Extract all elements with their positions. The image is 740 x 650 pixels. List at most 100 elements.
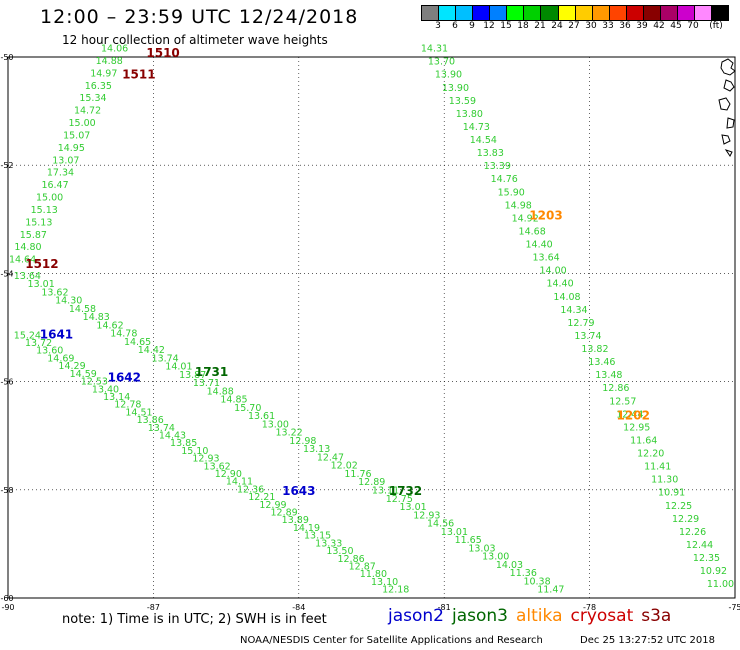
wave-height-value: 15.24 — [14, 330, 41, 341]
legend-swatch — [541, 6, 559, 20]
lon-tick-label: -81 — [438, 603, 451, 612]
lon-tick-label: -78 — [583, 603, 596, 612]
pass-labels: 1510 1511 1512 1641 1642 1731 1203 1202 1643 1732 — [25, 46, 650, 498]
wave-height-value: 10.91 — [658, 488, 685, 499]
map-grid — [7, 56, 736, 599]
wave-height-value: 12.21 — [248, 492, 275, 503]
coastline-segment — [720, 58, 736, 76]
wave-height-value: 12.90 — [215, 469, 242, 480]
wave-height-value: 12.89 — [271, 508, 298, 519]
wave-height-value: 14.95 — [58, 143, 85, 154]
wave-height-value: 12.98 — [289, 436, 316, 447]
wave-height-value: 14.56 — [427, 519, 454, 530]
wave-height-value: 14.51 — [125, 407, 152, 418]
legend-label: 30 — [585, 21, 597, 31]
page-subtitle: 12 hour collection of altimeter wave hei… — [62, 33, 328, 47]
wave-height-value: 15.13 — [25, 217, 52, 228]
legend-swatch — [643, 6, 661, 20]
wave-height-value: 13.85 — [170, 438, 197, 449]
wave-height-value: 13.70 — [428, 57, 455, 68]
satellite-name-jason3: jason3 — [452, 606, 508, 626]
legend-label: 18 — [517, 21, 529, 31]
wave-height-value: 13.00 — [262, 419, 289, 430]
legend-label: 39 — [636, 21, 648, 31]
legend-swatch — [592, 6, 610, 20]
wave-height-value: 15.10 — [181, 446, 208, 457]
wave-height-value: 13.62 — [204, 461, 231, 472]
wave-height-value: 13.48 — [595, 370, 622, 381]
wave-height-value: 15.00 — [69, 118, 96, 129]
wave-height-value: 15.13 — [31, 205, 58, 216]
wave-height-value: 14.69 — [47, 353, 74, 364]
satellite-name-jason2: jason2 — [388, 606, 444, 626]
legend-swatch — [422, 6, 440, 20]
wave-height-value: 11.47 — [537, 585, 564, 596]
wave-height-value: 12.99 — [259, 500, 286, 511]
wave-height-value: 14.83 — [83, 312, 110, 323]
coastline — [718, 58, 736, 157]
wave-height-value: 15.90 — [498, 187, 525, 198]
coastline-segment — [721, 134, 731, 145]
wave-height-value: 14.03 — [496, 560, 523, 571]
wave-height-value: 14.58 — [69, 304, 96, 315]
satellite-legend: jason2 jason3 altika cryosat s3a — [388, 606, 679, 626]
wave-height-value: 13.01 — [28, 279, 55, 290]
wave-height-value: 12.89 — [358, 477, 385, 488]
wave-height-value: 12.44 — [616, 409, 643, 420]
wave-height-value: 13.64 — [532, 253, 559, 264]
wave-height-value: 13.61 — [248, 411, 275, 422]
legend-swatch — [626, 6, 644, 20]
wave-height-value: 12.86 — [602, 383, 629, 394]
wave-height-value: 11.30 — [651, 475, 678, 486]
wave-height-value: 15.07 — [63, 130, 90, 141]
lat-tick-label: -50 — [0, 53, 13, 62]
wave-height-value: 14.59 — [70, 369, 97, 380]
wave-height-value: 14.97 — [90, 68, 117, 79]
wave-height-value: 12.79 — [567, 318, 594, 329]
wave-height-value: 13.46 — [588, 357, 615, 368]
wave-height-value: 13.74 — [152, 353, 179, 364]
timestamp-text: Dec 25 13:27:52 UTC 2018 — [580, 635, 715, 646]
legend-label: 45 — [670, 21, 682, 31]
wave-height-value: 13.72 — [25, 338, 52, 349]
wave-height-value: 13.74 — [574, 331, 601, 342]
wave-height-value: 12.53 — [81, 377, 108, 388]
wave-height-value: 12.47 — [317, 452, 344, 463]
pass-number-label: 1510 — [146, 46, 179, 60]
wave-height-value: 13.86 — [137, 415, 164, 426]
satellite-name-altika: altika — [516, 606, 563, 626]
wave-height-value: 14.62 — [96, 320, 123, 331]
axis-ticks: -90 -87 -84 -81 -78 -75 -50 -52 -54 -56 -58 -60 — [0, 53, 740, 612]
legend-swatch — [695, 6, 713, 20]
legend-label: 42 — [653, 21, 665, 31]
wave-height-value: 14.72 — [74, 106, 101, 117]
wave-height-value: 13.11 — [372, 486, 399, 497]
wave-height-value: 13.13 — [303, 444, 330, 455]
wave-height-value: 13.22 — [276, 428, 303, 439]
satellite-name-s3a: s3a — [641, 606, 672, 626]
pass-number-label: 1643 — [282, 484, 315, 498]
wave-height-value: 14.40 — [526, 240, 553, 251]
legend-swatch — [712, 6, 729, 20]
wave-height-value: 12.75 — [386, 494, 413, 505]
footer-note: note: 1) Time is in UTC; 2) SWH is in fe… — [62, 612, 327, 627]
wave-height-value: 12.36 — [237, 484, 264, 495]
color-legend-labels: 3 6 9 12 15 18 21 24 27 30 33 36 39 42 45 70 (ft) — [421, 21, 740, 33]
wave-height-value: 14.34 — [560, 305, 587, 316]
track-values: 14.0614.8814.9716.3515.3414.7215.0015.07… — [9, 44, 734, 596]
wave-height-value: 14.40 — [546, 279, 573, 290]
wave-height-value: 13.40 — [92, 384, 119, 395]
pass-number-label: 1511 — [122, 68, 155, 82]
wave-height-value: 13.71 — [193, 378, 220, 389]
wave-height-value: 14.80 — [14, 242, 41, 253]
wave-height-value: 12.29 — [672, 514, 699, 525]
wave-height-value: 14.64 — [9, 255, 36, 266]
wave-height-value: 14.68 — [519, 226, 546, 237]
pass-number-label: 1641 — [40, 327, 73, 341]
coastline-segment — [724, 149, 733, 157]
wave-height-value: 12.35 — [693, 553, 720, 564]
legend-swatch — [609, 6, 627, 20]
lon-tick-label: -90 — [1, 603, 14, 612]
wave-height-value: 14.54 — [470, 135, 497, 146]
map-frame — [7, 56, 736, 599]
